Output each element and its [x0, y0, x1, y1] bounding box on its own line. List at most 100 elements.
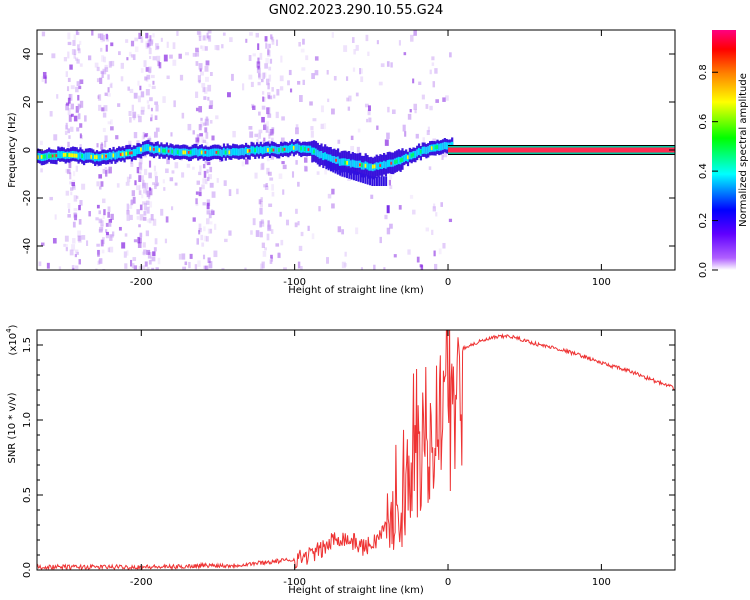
noise-speckle [104, 135, 108, 143]
noise-speckle [202, 163, 206, 169]
ridge-mid [123, 150, 126, 159]
noise-speckle [435, 212, 438, 217]
noise-speckle [148, 187, 152, 191]
noise-speckle [360, 267, 364, 270]
ridge-core [125, 151, 128, 156]
noise-speckle [199, 165, 202, 172]
ridge-branch [336, 165, 339, 175]
ridge-mid [259, 145, 262, 154]
noise-speckle [70, 103, 74, 110]
noise-speckle [147, 193, 151, 200]
noise-speckle [195, 61, 199, 66]
noise-speckle [73, 212, 77, 219]
noise-speckle [202, 122, 207, 126]
noise-speckle [140, 68, 144, 73]
noise-speckle [165, 168, 169, 174]
noise-speckle [150, 214, 154, 221]
ridge-peak [307, 148, 311, 152]
ridge-mid [322, 152, 325, 161]
noise-speckle [138, 163, 143, 171]
noise-speckle [204, 127, 208, 133]
ridge-mid [243, 148, 246, 156]
noise-speckle [103, 209, 106, 216]
noise-speckle [192, 166, 195, 170]
noise-speckle [203, 265, 207, 269]
noise-speckle [125, 39, 129, 43]
noise-speckle [255, 32, 259, 38]
noise-speckle [366, 118, 369, 123]
ridge-mid [110, 152, 113, 160]
noise-speckle [249, 32, 253, 36]
noise-speckle [202, 139, 207, 143]
ridge-mid [108, 151, 111, 160]
noise-speckle [63, 57, 68, 62]
ridge-mid [169, 147, 172, 155]
noise-speckle [206, 199, 211, 207]
noise-speckle [75, 265, 79, 270]
ridge-branch [357, 172, 360, 182]
noise-speckle [242, 83, 245, 91]
ridge-mid [357, 160, 360, 168]
noise-speckle [138, 115, 142, 123]
noise-speckle [204, 121, 207, 126]
ridge-mid [287, 145, 290, 153]
noise-speckle [276, 89, 280, 96]
noise-speckle [174, 182, 178, 186]
noise-speckle [448, 218, 453, 223]
noise-speckle [105, 44, 108, 52]
noise-speckle [71, 265, 75, 270]
noise-speckle [215, 115, 219, 120]
ridge-peak [51, 154, 55, 158]
noise-speckle [376, 125, 379, 130]
noise-speckle [136, 140, 140, 145]
noise-speckle [145, 190, 149, 195]
noise-speckle [432, 206, 436, 212]
noise-speckle [368, 105, 371, 111]
ridge-core [81, 154, 84, 159]
ridge-mid [239, 148, 242, 156]
ridge-core [200, 150, 204, 155]
ridge-mid [180, 148, 183, 156]
noise-speckle [208, 35, 212, 42]
noise-speckle [415, 133, 419, 139]
noise-speckle [46, 262, 50, 269]
ridge-core [182, 150, 185, 155]
ridge-branch [341, 167, 344, 177]
noise-speckle [41, 31, 46, 37]
noise-speckle [348, 95, 352, 102]
ridge-mid [336, 156, 340, 164]
noise-speckle [255, 230, 260, 237]
noise-speckle [69, 64, 73, 70]
ridge-core [346, 160, 349, 165]
ridge-mid [314, 148, 318, 156]
noise-speckle [202, 35, 206, 41]
noise-speckle [202, 178, 207, 184]
ridge-core [189, 150, 193, 155]
noise-speckle [102, 112, 107, 118]
noise-speckle [202, 87, 206, 93]
noise-speckle [147, 44, 152, 49]
ridge-branch [355, 171, 358, 181]
ridge-core [300, 146, 303, 151]
noise-speckle [326, 69, 329, 75]
noise-speckle [263, 96, 266, 102]
noise-speckle [70, 126, 74, 132]
noise-speckle [153, 131, 158, 138]
noise-speckle [68, 114, 72, 122]
noise-speckle [198, 106, 203, 113]
ridge-mid [440, 143, 443, 151]
noise-speckle [73, 208, 78, 212]
noise-speckle [192, 52, 197, 57]
noise-speckle [263, 184, 267, 188]
ridge-core [37, 155, 40, 160]
noise-speckle [356, 146, 360, 153]
noise-speckle [152, 182, 156, 186]
ridge-mid [88, 152, 91, 160]
noise-speckle [368, 117, 372, 123]
noise-speckle [206, 218, 210, 225]
ridge-mid [265, 145, 268, 154]
noise-speckle [102, 215, 105, 219]
noise-speckle [128, 204, 133, 209]
noise-speckle [143, 189, 148, 194]
noise-speckle [38, 261, 42, 267]
